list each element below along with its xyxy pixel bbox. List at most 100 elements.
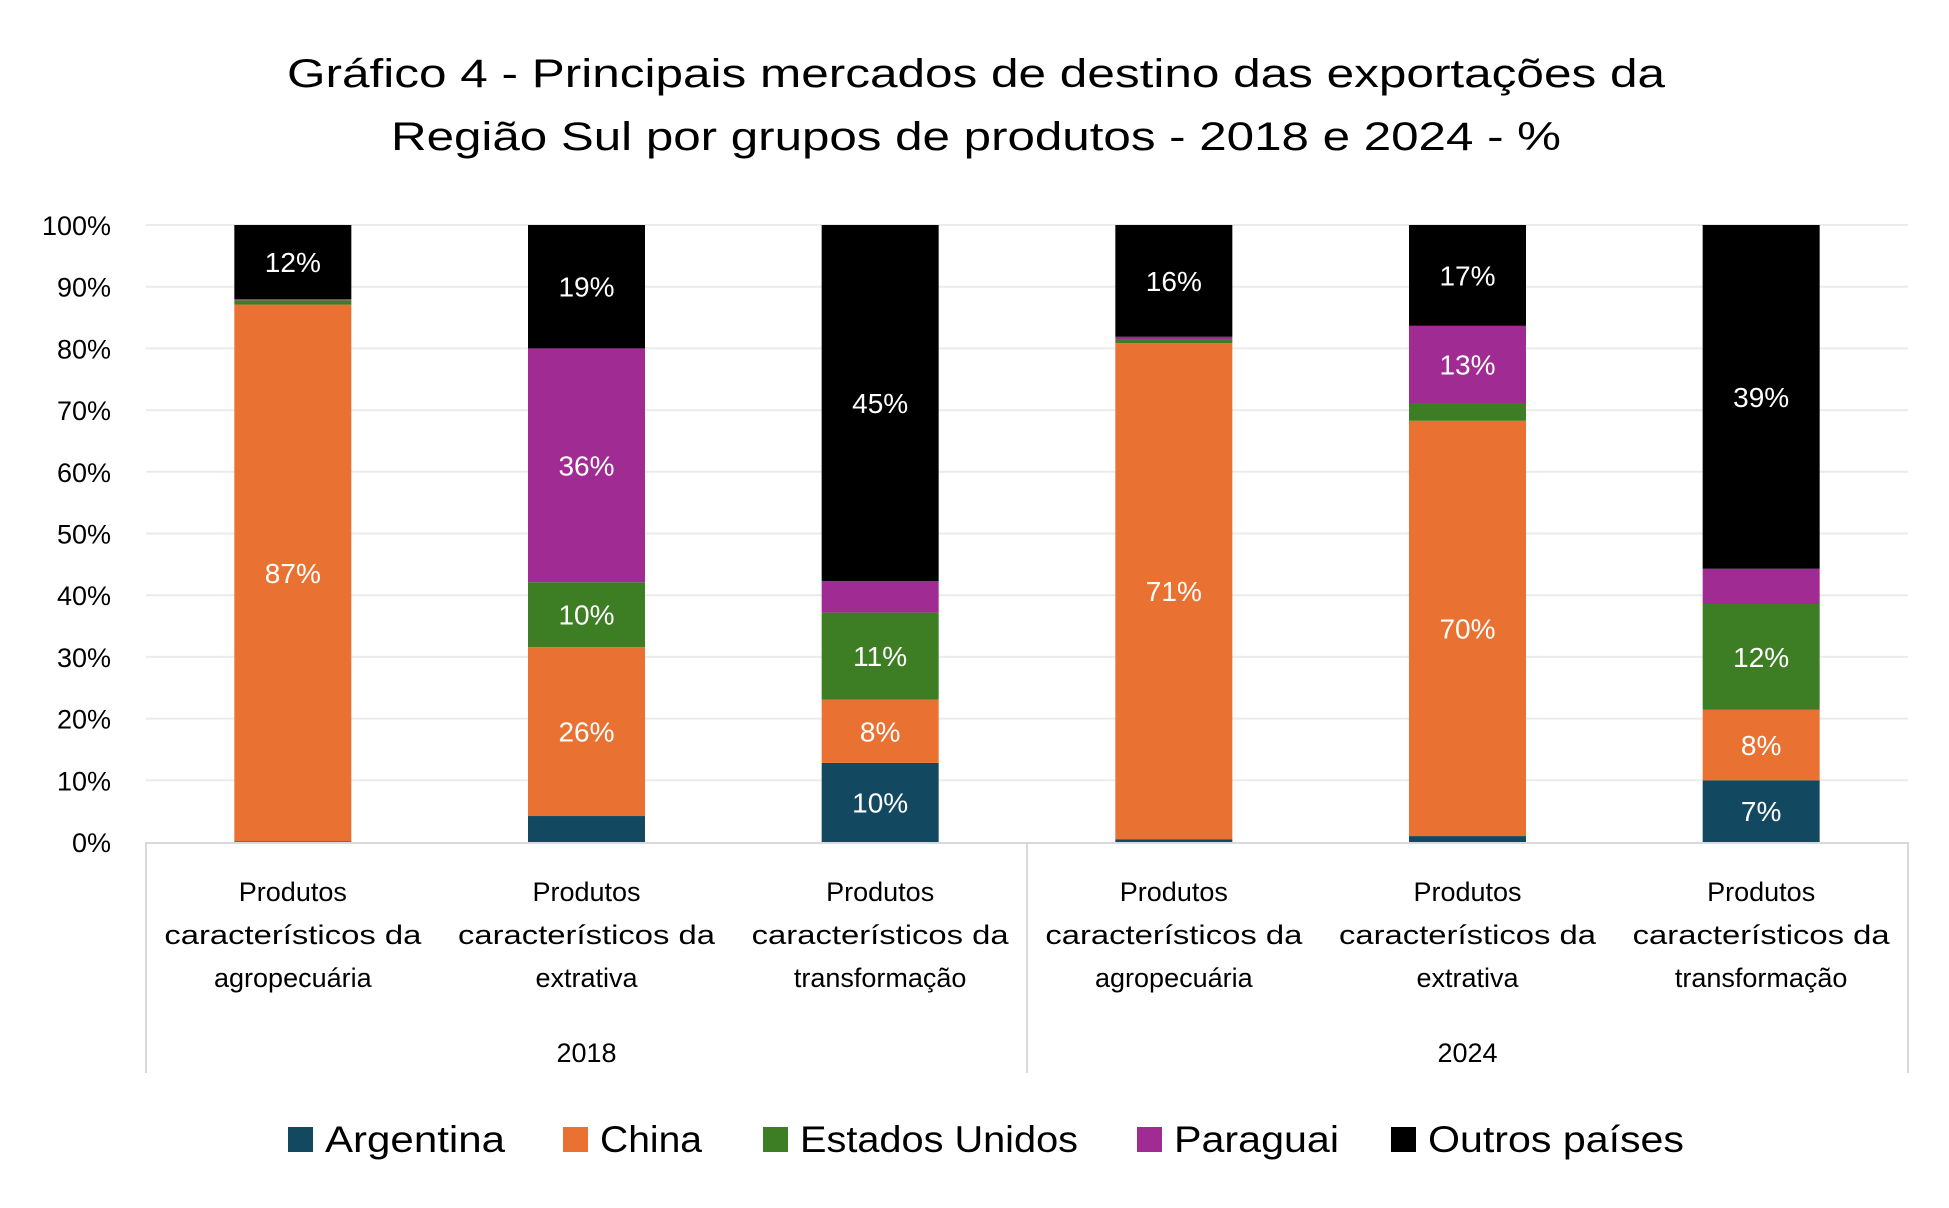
data-label: 16% [1146, 266, 1202, 297]
y-tick-label: 80% [57, 334, 111, 364]
x-tick-label-line: extrativa [535, 963, 638, 993]
legend-marker [1137, 1127, 1162, 1152]
data-label: 7% [1741, 796, 1781, 827]
x-tick-label-line: Produtos [1413, 877, 1521, 907]
bar-segment-argentina [821, 762, 939, 842]
data-label: 8% [1741, 730, 1781, 761]
y-tick-label: 10% [57, 766, 111, 796]
legend-item: Estados Unidos [763, 1119, 1078, 1160]
y-axis: 0% 10% 20% 30% 40% 50% 60% 70% 80% 90% 100% [42, 211, 111, 858]
bar-segment-argentina [1115, 839, 1233, 842]
y-tick-label: 50% [57, 520, 111, 550]
legend-marker [563, 1127, 588, 1152]
data-label: 19% [558, 272, 614, 303]
legend-label: Paraguai [1174, 1119, 1339, 1160]
data-label: 10% [558, 600, 614, 631]
bar-segment-paraguai [1115, 336, 1233, 340]
x-tick-label-line: Produtos [826, 877, 934, 907]
data-label: 10% [852, 787, 908, 818]
y-tick-label: 90% [57, 273, 111, 303]
data-label: 70% [1439, 613, 1495, 644]
bar-segment-china [234, 304, 352, 842]
chart-title-line-1: Gráfico 4 - Principais mercados de desti… [287, 52, 1666, 96]
data-label: 71% [1146, 576, 1202, 607]
y-tick-label: 100% [42, 211, 111, 241]
bar-segment-paraguai [821, 580, 939, 613]
x-tick-label: Produtos característicos da agropecuária [164, 877, 422, 993]
x-tick-label-line: característicos da [164, 920, 422, 950]
legend-label: China [600, 1119, 702, 1160]
bar-segment-argentina [1409, 836, 1526, 842]
legend-item: China [563, 1119, 702, 1160]
y-tick-label: 60% [57, 458, 111, 488]
data-label: 17% [1439, 260, 1495, 291]
bar-segment-china [821, 699, 939, 763]
x-tick-label: Produtos característicos da transformação [752, 877, 1010, 993]
x-tick-label-line: característicos da [1633, 920, 1891, 950]
bar-segment-paraguai [1409, 325, 1526, 403]
group-label: 2018 [556, 1038, 616, 1068]
x-tick-label: Produtos característicos da agropecuária [1045, 877, 1303, 993]
x-tick-label-line: transformação [794, 963, 967, 993]
x-tick-label-line: agropecuária [1095, 963, 1254, 993]
bar-segment-china [528, 647, 645, 817]
x-tick-label: Produtos característicos da transformação [1633, 877, 1891, 993]
data-label: 12% [265, 247, 321, 278]
legend-item: Argentina [288, 1119, 505, 1160]
chart-title-line-2: Região Sul por grupos de produtos - 2018… [391, 115, 1561, 159]
bar-segment-outros-países [528, 225, 645, 349]
legend: Argentina China Estados Unidos Paraguai Outr… [288, 1119, 1684, 1160]
bar-segment-outros-países [1409, 225, 1526, 326]
data-label: 45% [852, 388, 908, 419]
legend-marker [763, 1127, 788, 1152]
x-tick-label-line: Produtos [532, 877, 640, 907]
x-tick-label-line: Produtos [1707, 877, 1815, 907]
bar-segment-argentina [1702, 780, 1820, 842]
bar-segment-argentina [234, 841, 352, 842]
data-label: 39% [1733, 382, 1789, 413]
y-tick-label: 0% [72, 828, 111, 858]
x-tick-label-line: característicos da [1339, 920, 1597, 950]
legend-label: Argentina [325, 1119, 505, 1160]
bar-segment-estados-unidos [528, 582, 645, 648]
data-label: 36% [558, 450, 614, 481]
x-axis: 2018 2024 Produtos característicos da agrope… [145, 842, 1909, 1073]
stacked-bar: 26% 10% 36% 19% [528, 225, 645, 842]
data-label: 8% [860, 716, 900, 747]
bar-segment-outros-países [234, 225, 352, 300]
legend-item: Paraguai [1137, 1119, 1339, 1160]
y-tick-label: 70% [57, 396, 111, 426]
x-tick-label-line: transformação [1675, 963, 1848, 993]
x-tick-label-line: agropecuária [214, 963, 373, 993]
legend-marker [288, 1127, 313, 1152]
x-tick-label-line: característicos da [458, 920, 716, 950]
legend-marker [1391, 1127, 1416, 1152]
bar-segment-china [1115, 343, 1233, 840]
data-label: 26% [558, 717, 614, 748]
legend-label: Estados Unidos [800, 1119, 1078, 1160]
bar-segment-estados-unidos [1409, 402, 1526, 421]
y-tick-label: 30% [57, 643, 111, 673]
x-tick-label: Produtos característicos da extrativa [458, 877, 716, 993]
data-label: 11% [853, 641, 907, 672]
bar-segment-outros-países [821, 225, 939, 581]
bar-segment-china [1702, 709, 1820, 781]
stacked-bar: 10% 8% 11% 45% [821, 225, 939, 842]
legend-item: Outros países [1391, 1119, 1684, 1160]
x-tick-label-line: característicos da [1045, 920, 1303, 950]
y-tick-label: 20% [57, 705, 111, 735]
x-tick-label: Produtos característicos da extrativa [1339, 877, 1597, 993]
gridlines [146, 224, 1908, 782]
stacked-bar: 70% 13% 17% [1409, 225, 1526, 842]
data-label: 87% [265, 558, 321, 589]
bar-segment-estados-unidos [1702, 604, 1820, 710]
bar-segment-estados-unidos [1115, 339, 1233, 344]
chart-title: Gráfico 4 - Principais mercados de desti… [287, 52, 1666, 159]
stacked-bar: 71% 16% [1115, 225, 1233, 842]
bar-segment-estados-unidos [234, 300, 352, 305]
bar-segment-outros-países [1115, 225, 1233, 337]
group-label: 2024 [1437, 1038, 1497, 1068]
stacked-bar: 7% 8% 12% 39% [1702, 225, 1820, 842]
data-label: 12% [1733, 642, 1789, 673]
x-tick-label-line: Produtos [239, 877, 347, 907]
